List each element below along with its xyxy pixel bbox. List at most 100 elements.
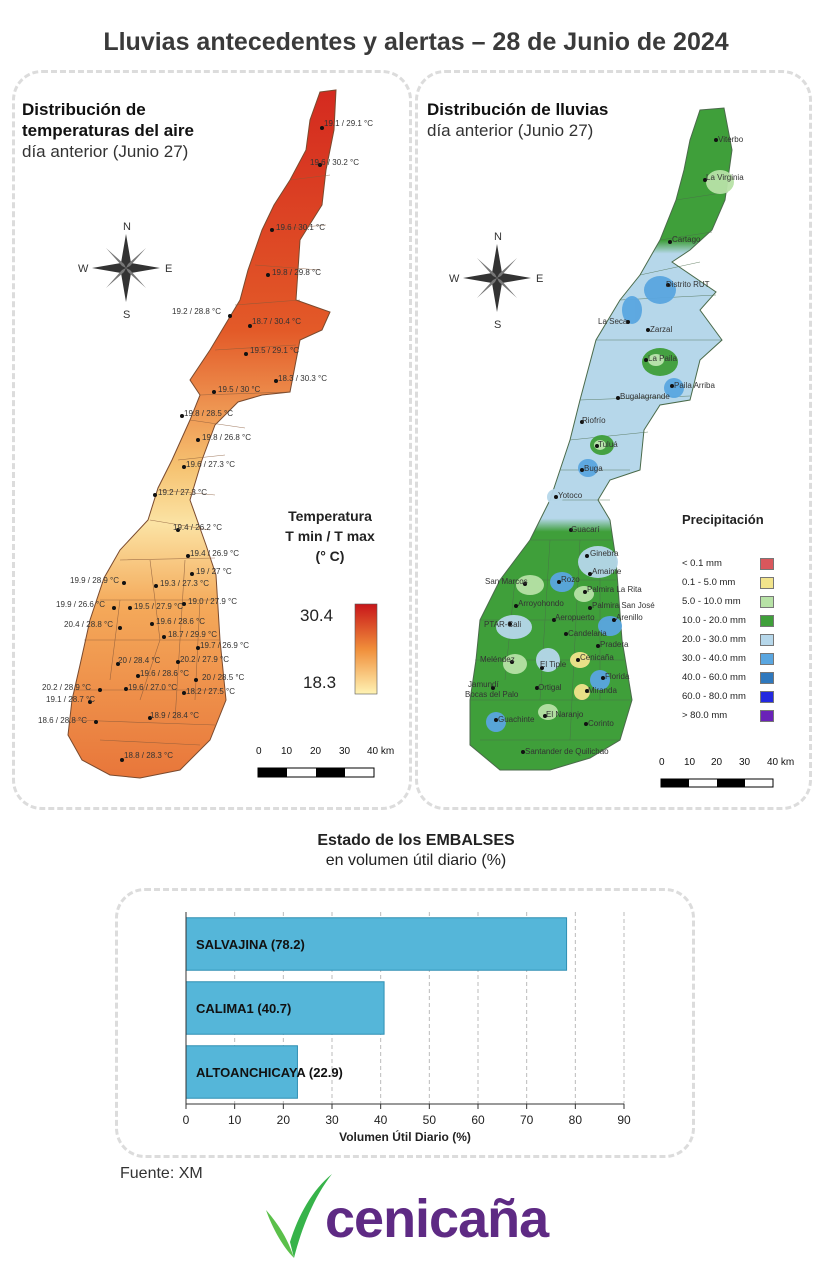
chart-tick-label: 70 [520, 1113, 534, 1127]
svg-text:19.2 / 28.8 °C: 19.2 / 28.8 °C [172, 307, 221, 316]
chart-tick-label: 90 [617, 1113, 631, 1127]
svg-text:40 km: 40 km [767, 757, 794, 768]
svg-text:Candelaria: Candelaria [568, 629, 607, 638]
precipitation-legend-label: 10.0 - 20.0 mm [682, 615, 746, 626]
svg-text:Ginebra: Ginebra [590, 549, 619, 558]
svg-text:10: 10 [281, 746, 293, 757]
svg-text:19.9 / 26.6 °C: 19.9 / 26.6 °C [56, 600, 105, 609]
precipitation-legend-label: 60.0 - 80.0 mm [682, 691, 746, 702]
svg-text:19.8 / 28.5 °C: 19.8 / 28.5 °C [184, 409, 233, 418]
svg-text:S: S [123, 309, 130, 321]
chart-tick-label: 10 [228, 1113, 242, 1127]
precipitation-legend-swatch [760, 653, 774, 665]
precipitation-legend-label: 40.0 - 60.0 mm [682, 672, 746, 683]
reservoirs-panel [115, 888, 695, 1158]
svg-text:20.2 / 28.9 °C: 20.2 / 28.9 °C [42, 683, 91, 692]
svg-text:30: 30 [739, 757, 751, 768]
precipitation-legend-label: 5.0 - 10.0 mm [682, 596, 741, 607]
svg-text:19.6 / 27.0 °C: 19.6 / 27.0 °C [128, 683, 177, 692]
svg-text:Riofrío: Riofrío [582, 416, 606, 425]
precipitation-legend-swatch [760, 672, 774, 684]
svg-text:Viterbo: Viterbo [718, 135, 744, 144]
svg-text:Guacarí: Guacarí [571, 525, 600, 534]
svg-text:10: 10 [684, 757, 696, 768]
scale-bar-left: 0 10 20 30 40 km [256, 746, 394, 778]
temperature-legend-min: 18.3 [303, 673, 337, 692]
svg-text:Amaime: Amaime [592, 567, 622, 576]
svg-text:19.4 / 26.2 °C: 19.4 / 26.2 °C [173, 523, 222, 532]
svg-text:19.5 / 27.9 °C: 19.5 / 27.9 °C [134, 602, 183, 611]
svg-text:19.3 / 27.3 °C: 19.3 / 27.3 °C [160, 579, 209, 588]
chart-tick-label: 80 [569, 1113, 583, 1127]
chart-tick-label: 60 [471, 1113, 485, 1127]
svg-text:N: N [123, 221, 131, 233]
svg-text:0: 0 [256, 746, 262, 757]
svg-text:La Paila: La Paila [648, 354, 677, 363]
rainfall-panel [415, 70, 812, 810]
precipitation-legend-label: > 80.0 mm [682, 710, 728, 721]
svg-text:18.3 / 30.3 °C: 18.3 / 30.3 °C [278, 374, 327, 383]
source-note: Fuente: XM [120, 1165, 203, 1182]
precipitation-legend-label: 0.1 - 5.0 mm [682, 577, 736, 588]
precipitation-legend-swatch [760, 577, 774, 589]
svg-text:20 / 28.4 °C: 20 / 28.4 °C [118, 656, 161, 665]
svg-text:Tuluá: Tuluá [598, 440, 618, 449]
chart-tick-label: 50 [423, 1113, 437, 1127]
svg-text:El Naranjo: El Naranjo [546, 710, 584, 719]
precipitation-legend-swatch [760, 710, 774, 722]
svg-text:La Virginia: La Virginia [706, 173, 744, 182]
svg-text:30: 30 [339, 746, 351, 757]
svg-text:Florida: Florida [605, 672, 630, 681]
rainfall-panel-title: Distribución de lluvias día anterior (Ju… [427, 100, 609, 140]
bar-altoanchicaya [185, 1045, 298, 1099]
reservoirs-title: Estado de los EMBALSES [317, 832, 515, 849]
svg-text:S: S [494, 319, 501, 331]
chart-tick-label: 30 [325, 1113, 339, 1127]
svg-text:Palmira San José: Palmira San José [592, 601, 655, 610]
svg-text:E: E [165, 263, 172, 275]
compass-rose-icon-right: N S W E [449, 231, 543, 331]
svg-text:N: N [494, 231, 502, 243]
svg-text:20.4 / 28.8 °C: 20.4 / 28.8 °C [64, 620, 113, 629]
temperature-panel-title: Distribución de temperaturas del aire dí… [22, 100, 194, 161]
svg-text:Jamundí: Jamundí [468, 680, 499, 689]
svg-text:18.8 / 28.3 °C: 18.8 / 28.3 °C [124, 751, 173, 760]
svg-text:Meléndez: Meléndez [480, 655, 515, 664]
temperature-legend-bar [354, 603, 378, 695]
svg-text:W: W [78, 263, 89, 275]
svg-text:19.1 / 29.1 °C: 19.1 / 29.1 °C [324, 119, 373, 128]
cenicana-logo-text: cenicaña [325, 1189, 549, 1249]
precipitation-legend-swatch [760, 634, 774, 646]
reservoirs-subtitle: en volumen útil diario (%) [325, 852, 507, 869]
svg-text:Arroyohondo: Arroyohondo [518, 599, 564, 608]
svg-text:19.4 / 26.9 °C: 19.4 / 26.9 °C [190, 549, 239, 558]
precipitation-legend-label: 20.0 - 30.0 mm [682, 634, 746, 645]
svg-text:18.7 / 30.4 °C: 18.7 / 30.4 °C [252, 317, 301, 326]
svg-text:19.5 / 30 °C: 19.5 / 30 °C [218, 385, 261, 394]
temperature-panel [12, 70, 412, 810]
svg-text:19.9 / 28.9 °C: 19.9 / 28.9 °C [70, 576, 119, 585]
compass-rose-icon: N S W E [78, 221, 172, 321]
svg-text:18.7 / 29.9 °C: 18.7 / 29.9 °C [168, 630, 217, 639]
chart-x-axis-label: Volumen Útil Diario (%) [339, 1130, 471, 1144]
svg-text:Rozo: Rozo [561, 575, 580, 584]
svg-text:Miranda: Miranda [588, 686, 617, 695]
svg-text:19 / 27 °C: 19 / 27 °C [196, 567, 232, 576]
svg-text:PTAR-Cali: PTAR-Cali [484, 620, 521, 629]
temperature-map [67, 89, 337, 779]
svg-text:Arenillo: Arenillo [616, 613, 643, 622]
precipitation-legend-label: 30.0 - 40.0 mm [682, 653, 746, 664]
svg-text:19.6 / 27.3 °C: 19.6 / 27.3 °C [186, 460, 235, 469]
svg-text:19.5 / 29.1 °C: 19.5 / 29.1 °C [250, 346, 299, 355]
svg-text:18.9 / 28.4 °C: 18.9 / 28.4 °C [150, 711, 199, 720]
svg-text:Guachinte: Guachinte [498, 715, 535, 724]
svg-text:19.6 / 28.6 °C: 19.6 / 28.6 °C [140, 669, 189, 678]
svg-text:18.6 / 28.8 °C: 18.6 / 28.8 °C [38, 716, 87, 725]
svg-text:19.7 / 26.9 °C: 19.7 / 26.9 °C [200, 641, 249, 650]
svg-text:Zarzal: Zarzal [650, 325, 672, 334]
svg-text:Pradera: Pradera [600, 640, 629, 649]
temperature-legend-max: 30.4 [300, 606, 334, 625]
svg-text:19.1 / 28.7 °C: 19.1 / 28.7 °C [46, 695, 95, 704]
